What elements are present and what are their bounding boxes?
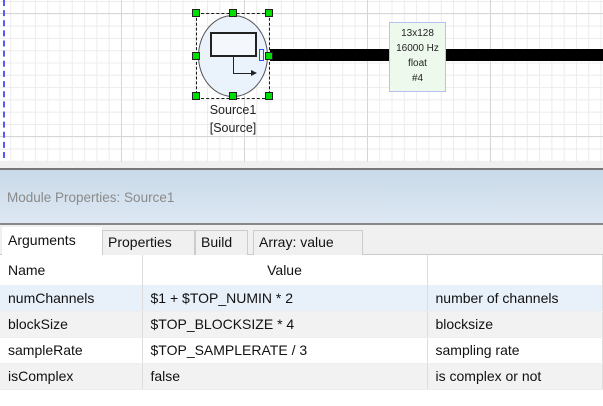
table-row[interactable]: sampleRate $TOP_SAMPLERATE / 3 sampling … xyxy=(0,337,603,364)
tab-properties[interactable]: Properties xyxy=(102,230,195,255)
panel-title: Module Properties: Source1 xyxy=(0,170,603,225)
table-header: Name Value xyxy=(0,255,603,285)
arg-value[interactable]: $TOP_BLOCKSIZE * 4 xyxy=(142,311,428,338)
resize-handle[interactable] xyxy=(265,52,273,60)
resize-handle[interactable] xyxy=(192,52,200,60)
tab-build[interactable]: Build xyxy=(195,230,248,255)
wire-index: #4 xyxy=(411,73,424,84)
wire[interactable] xyxy=(445,49,603,61)
splitter[interactable] xyxy=(0,162,603,170)
wire-dtype: float xyxy=(408,58,427,69)
column-header-name[interactable]: Name xyxy=(0,255,143,285)
resize-handle[interactable] xyxy=(229,92,237,100)
wire-dims: 13x128 xyxy=(401,28,434,39)
module-properties-panel: Module Properties: Source1 Arguments Pro… xyxy=(0,162,603,406)
resize-handle[interactable] xyxy=(192,92,200,100)
source-module[interactable] xyxy=(192,9,273,100)
source-icon xyxy=(210,32,257,57)
table-row[interactable]: blockSize $TOP_BLOCKSIZE * 4 blocksize xyxy=(0,311,603,338)
wire-info-label: 13x128 16000 Hz float #4 xyxy=(389,22,446,92)
arrow-icon xyxy=(233,57,234,73)
table-row[interactable]: isComplex false is complex or not xyxy=(0,363,603,390)
wire[interactable] xyxy=(270,49,389,61)
resize-handle[interactable] xyxy=(229,9,237,17)
arg-description: sampling rate xyxy=(427,337,603,364)
arg-name: blockSize xyxy=(0,311,143,338)
tab-bar: Arguments Properties Build Array: value xyxy=(0,225,603,256)
output-pin[interactable] xyxy=(259,49,264,61)
arguments-table: Name Value numChannels $1 + $TOP_NUMIN *… xyxy=(0,255,603,390)
arrow-head-icon xyxy=(251,70,257,76)
arg-description: blocksize xyxy=(427,311,603,338)
resize-handle[interactable] xyxy=(192,9,200,17)
arg-description: number of channels xyxy=(427,285,603,312)
module-type: [Source] xyxy=(209,121,257,135)
design-canvas[interactable]: 13x128 16000 Hz float #4 Source1 [Source… xyxy=(0,0,603,162)
column-header-value[interactable]: Value xyxy=(142,255,428,285)
tab-array-value[interactable]: Array: value xyxy=(253,230,363,255)
column-header-description[interactable] xyxy=(427,255,603,285)
arg-name: numChannels xyxy=(0,285,143,312)
resize-handle[interactable] xyxy=(265,92,273,100)
arg-name: isComplex xyxy=(0,363,143,390)
resize-handle[interactable] xyxy=(265,9,273,17)
arrow-icon xyxy=(233,73,253,74)
wire-rate: 16000 Hz xyxy=(396,43,439,54)
arg-value[interactable]: $1 + $TOP_NUMIN * 2 xyxy=(142,285,428,312)
arg-name: sampleRate xyxy=(0,337,143,364)
module-label: Source1 [Source] xyxy=(180,101,286,137)
table-row[interactable]: numChannels $1 + $TOP_NUMIN * 2 number o… xyxy=(0,285,603,312)
boundary-line xyxy=(3,0,5,158)
arg-value[interactable]: false xyxy=(142,363,428,390)
arg-description: is complex or not xyxy=(427,363,603,390)
tab-arguments[interactable]: Arguments xyxy=(2,227,102,256)
arg-value[interactable]: $TOP_SAMPLERATE / 3 xyxy=(142,337,428,364)
module-name: Source1 xyxy=(209,103,257,117)
